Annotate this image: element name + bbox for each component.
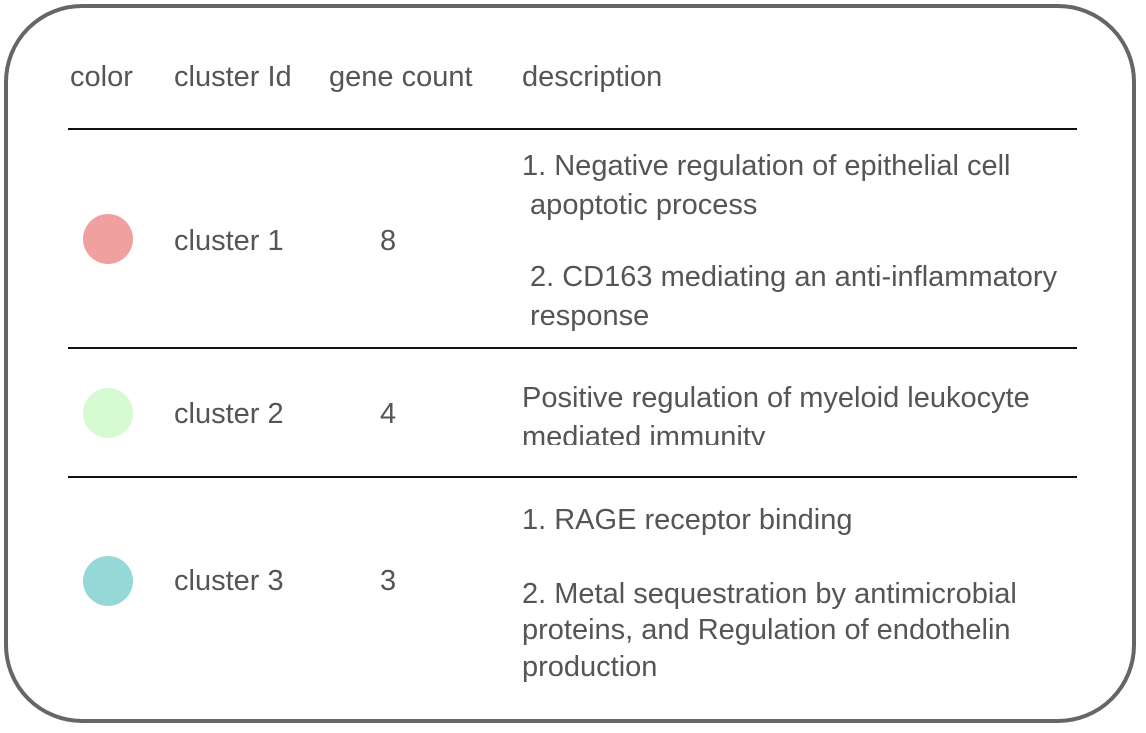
cluster-2-description-line-1: Positive regulation of myeloid leukocyte bbox=[522, 382, 1030, 414]
cluster-3-description-line-2: 2. Metal sequestration by antimicrobial bbox=[522, 578, 1017, 610]
cluster-2-description-clip: mediated immunity bbox=[522, 418, 1042, 445]
cluster-2-color-dot bbox=[83, 388, 133, 438]
cluster-3-color-dot bbox=[83, 556, 133, 606]
header-gene-count: gene count bbox=[329, 61, 473, 93]
cluster-2-id: cluster 2 bbox=[174, 398, 284, 430]
cluster-3-description-line-3: proteins, and Regulation of endothelin bbox=[522, 614, 1011, 646]
cluster-3-description-line-1: 1. RAGE receptor binding bbox=[522, 504, 853, 536]
cluster-3-description-line-4: production bbox=[522, 651, 658, 683]
header-description: description bbox=[522, 61, 663, 93]
row-1-divider bbox=[68, 347, 1077, 349]
cluster-2-gene-count: 4 bbox=[380, 398, 397, 430]
cluster-3-gene-count: 3 bbox=[380, 565, 397, 597]
cluster-1-description-line-4: response bbox=[530, 300, 650, 332]
header-color: color bbox=[70, 61, 133, 93]
row-2-divider bbox=[68, 476, 1077, 478]
cluster-3-id: cluster 3 bbox=[174, 565, 284, 597]
cluster-2-description-line-2: mediated immunity bbox=[522, 421, 766, 445]
cluster-1-description-line-3: 2. CD163 mediating an anti-inflammatory bbox=[530, 261, 1058, 293]
cluster-1-color-dot bbox=[83, 214, 133, 264]
header-divider bbox=[68, 128, 1077, 130]
cluster-1-description-line-2: apoptotic process bbox=[522, 189, 758, 221]
cluster-1-id: cluster 1 bbox=[174, 225, 284, 257]
cluster-1-gene-count: 8 bbox=[380, 225, 397, 257]
header-cluster-id: cluster Id bbox=[174, 61, 292, 93]
cluster-1-description-line-1: 1. Negative regulation of epithelial cel… bbox=[522, 150, 1011, 182]
cluster-table-panel bbox=[4, 4, 1136, 723]
